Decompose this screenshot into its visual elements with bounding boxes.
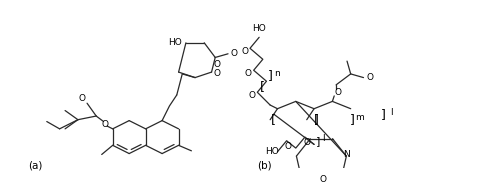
Text: O: O — [241, 47, 248, 57]
Text: l: l — [322, 135, 324, 143]
Text: O: O — [244, 69, 252, 79]
Text: ]: ] — [316, 136, 320, 146]
Text: O: O — [231, 49, 238, 58]
Text: n: n — [274, 69, 280, 79]
Text: m: m — [356, 113, 364, 122]
Text: O: O — [79, 94, 86, 103]
Text: ]: ] — [314, 113, 318, 126]
Text: ]: ] — [268, 69, 272, 82]
Text: [: [ — [272, 113, 276, 126]
Text: [: [ — [260, 80, 266, 93]
Text: ]: ] — [350, 113, 355, 126]
Text: (a): (a) — [28, 161, 43, 171]
Text: O: O — [214, 60, 220, 69]
Text: l: l — [390, 108, 392, 117]
Text: HO: HO — [168, 38, 182, 47]
Text: O: O — [214, 69, 220, 79]
Text: (b): (b) — [258, 161, 272, 171]
Text: O: O — [334, 88, 342, 97]
Text: [: [ — [314, 113, 318, 126]
Text: O: O — [304, 138, 310, 147]
Text: HO: HO — [252, 24, 266, 33]
Text: O: O — [102, 120, 109, 129]
Text: O: O — [248, 91, 256, 100]
Text: O: O — [366, 73, 374, 82]
Text: ]: ] — [381, 108, 386, 121]
Text: N: N — [343, 150, 350, 159]
Text: O: O — [285, 142, 292, 151]
Text: HO: HO — [264, 147, 278, 156]
Text: O: O — [320, 175, 327, 183]
